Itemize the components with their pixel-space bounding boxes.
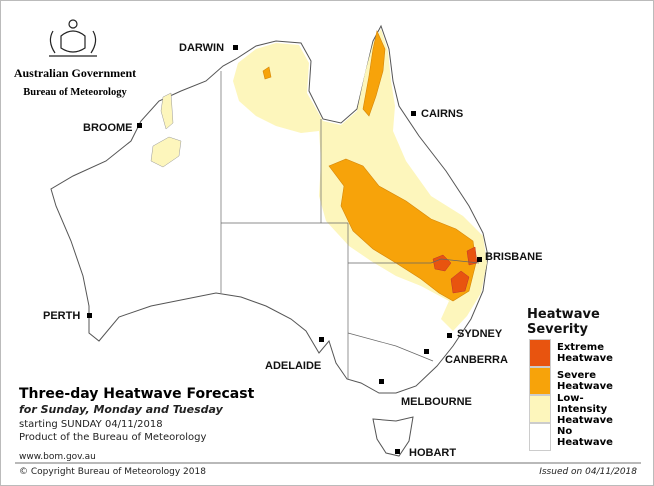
city-label: BRISBANE <box>485 251 542 263</box>
severe-region <box>362 30 386 117</box>
issued: Issued on 04/11/2018 <box>539 467 637 477</box>
legend-item: Severe Heatwave <box>529 367 649 395</box>
city-label: ADELAIDE <box>265 360 321 372</box>
legend-label: Extreme Heatwave <box>557 342 613 364</box>
city-label: MELBOURNE <box>401 396 472 408</box>
product: Product of the Bureau of Meteorology <box>19 432 206 443</box>
legend-label: Severe Heatwave <box>557 370 613 392</box>
city-label: PERTH <box>43 310 80 322</box>
legend-swatch <box>529 395 551 423</box>
tasmania <box>372 416 414 457</box>
city-label: CANBERRA <box>445 354 508 366</box>
city-label: DARWIN <box>179 42 224 54</box>
city-markers <box>87 45 482 454</box>
city-label: HOBART <box>409 447 456 459</box>
legend-swatch <box>529 423 551 451</box>
subtitle: for Sunday, Monday and Tuesday <box>19 403 224 416</box>
severe-region <box>262 66 272 80</box>
state-borders <box>220 71 480 379</box>
low-intensity-region <box>150 136 182 168</box>
copyright: © Copyright Bureau of Meteorology 2018 <box>19 467 206 477</box>
legend-label: No Heatwave <box>557 426 613 448</box>
legend-item: No Heatwave <box>529 423 649 451</box>
low-intensity-region <box>160 92 174 130</box>
government: Australian Government <box>14 66 136 80</box>
city-label: SYDNEY <box>457 328 503 340</box>
crest <box>49 19 97 57</box>
city-label: BROOME <box>83 122 133 134</box>
extreme-region <box>450 270 470 294</box>
title: Three-day Heatwave Forecast <box>19 386 255 402</box>
legend-title: Heatwave Severity <box>527 307 600 337</box>
legend-swatch <box>529 367 551 395</box>
website: www.bom.gov.au <box>19 452 96 462</box>
legend-item: Low-Intensity Heatwave <box>529 392 649 426</box>
extreme-region <box>432 254 452 272</box>
start-date: starting SUNDAY 04/11/2018 <box>19 419 163 430</box>
legend-label: Low-Intensity Heatwave <box>557 392 613 426</box>
city-label: CAIRNS <box>421 108 463 120</box>
legend-swatch <box>529 339 551 367</box>
legend-item: Extreme Heatwave <box>529 339 649 367</box>
agency: Bureau of Meteorology <box>23 87 127 98</box>
